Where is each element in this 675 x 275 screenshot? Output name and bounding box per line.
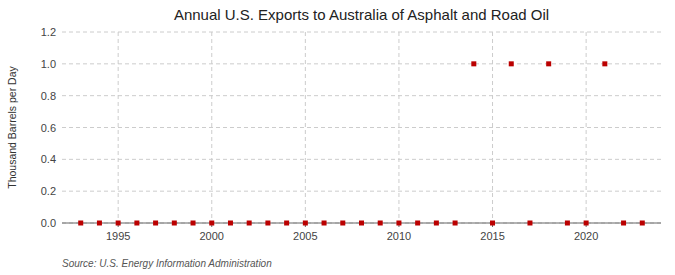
y-tick-label: 0.0: [41, 217, 56, 229]
x-grid-line: [586, 32, 587, 223]
x-grid-line: [492, 32, 493, 223]
annotation: Source: U.S. Energy Information Administ…: [62, 258, 272, 269]
point: [378, 221, 383, 226]
point: [322, 221, 327, 226]
y-tick-label: 1.2: [41, 26, 56, 38]
x-grid-line: [398, 32, 399, 223]
x-tick-label: 1995: [106, 230, 130, 242]
point: [209, 221, 214, 226]
x-tick-label: 2010: [387, 230, 411, 242]
point: [265, 221, 270, 226]
y-tick-label: 0.6: [41, 122, 56, 134]
point: [340, 221, 345, 226]
grid: [62, 32, 661, 223]
point: [565, 221, 570, 226]
x-grid-line: [305, 32, 306, 223]
point: [415, 221, 420, 226]
point: [284, 221, 289, 226]
point: [640, 221, 645, 226]
point: [172, 221, 177, 226]
point: [453, 221, 458, 226]
x-tick-label: 2020: [574, 230, 598, 242]
point: [116, 221, 121, 226]
point: [359, 221, 364, 226]
x-grid-line: [211, 32, 212, 223]
point: [78, 221, 83, 226]
point: [490, 221, 495, 226]
y-tick-label: 1.0: [41, 58, 56, 70]
y-grid-line: [62, 159, 661, 160]
y-tick-label: 0.2: [41, 185, 56, 197]
y-grid-line: [62, 95, 661, 96]
point: [434, 221, 439, 226]
point: [471, 61, 476, 66]
y-grid-line: [62, 191, 661, 192]
point: [621, 221, 626, 226]
chart: Annual U.S. Exports to Australia of Asph…: [0, 0, 675, 275]
point: [527, 221, 532, 226]
x-grid-line: [118, 32, 119, 223]
point: [228, 221, 233, 226]
title: Annual U.S. Exports to Australia of Asph…: [174, 6, 549, 23]
points: [78, 61, 645, 225]
y-tick-label: 0.8: [41, 90, 56, 102]
point: [546, 61, 551, 66]
x-tick-label: 2000: [200, 230, 224, 242]
point: [97, 221, 102, 226]
point: [303, 221, 308, 226]
y-tick-label: 0.4: [41, 153, 56, 165]
y-grid-line: [62, 63, 661, 64]
y-axis-label: Thousand Barrels per Day: [6, 65, 18, 188]
point: [153, 221, 158, 226]
point: [134, 221, 139, 226]
x-tick-label: 2005: [293, 230, 317, 242]
chart-container: Annual U.S. Exports to Australia of Asph…: [0, 0, 675, 275]
x-tick-label: 2015: [480, 230, 504, 242]
y-grid-line: [62, 127, 661, 128]
point: [247, 221, 252, 226]
point: [602, 61, 607, 66]
point: [191, 221, 196, 226]
axes: 0.0 0.2 0.4 0.6 0.8 1.0 1.2 1995 2000 2005 2010 201…: [41, 26, 661, 242]
point: [509, 61, 514, 66]
point: [584, 221, 589, 226]
y-grid-line: [62, 32, 661, 33]
point: [396, 221, 401, 226]
